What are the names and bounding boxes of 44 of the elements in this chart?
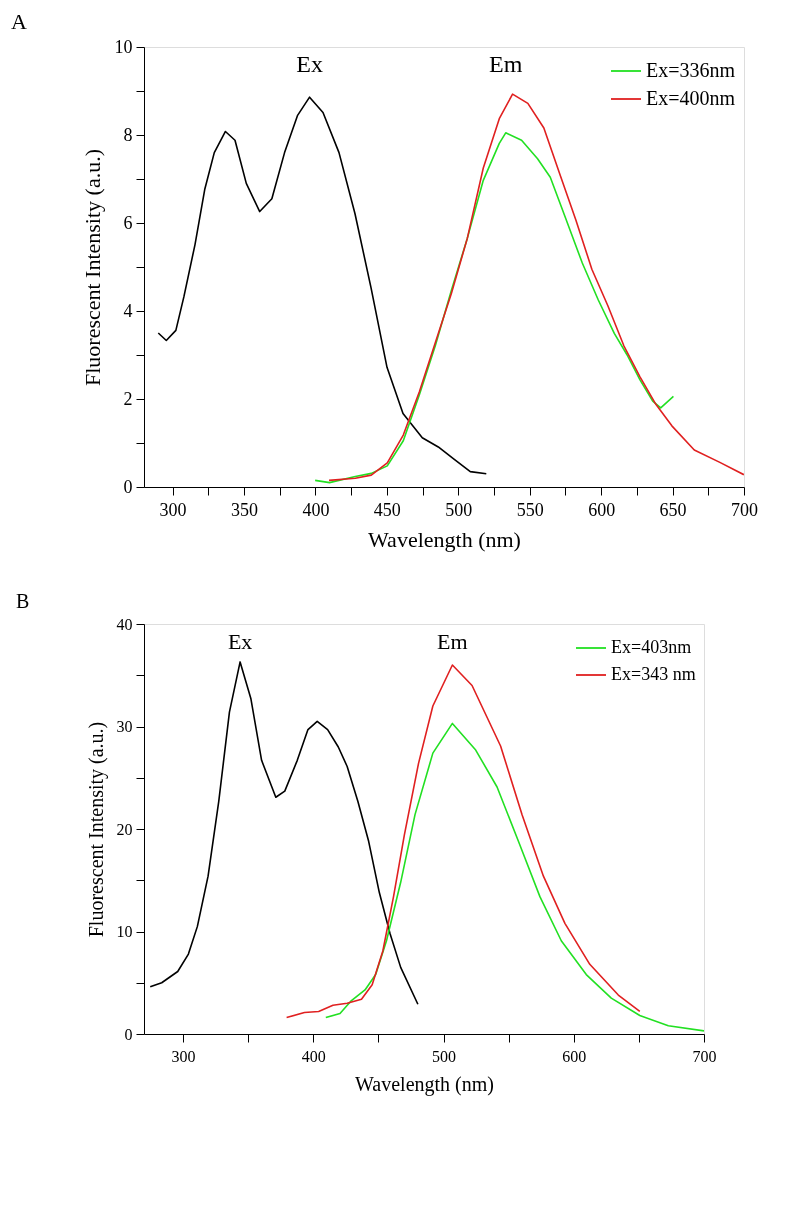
line-series [157,96,488,475]
y-tick-label: 8 [123,124,133,145]
y-axis-title: Fluorescent Intensity (a.u.) [79,148,105,387]
x-axis-title: Wavelength (nm) [368,526,521,552]
y-tick-label: 4 [123,300,133,321]
y-tick-label: 0 [123,476,133,497]
x-tick-label: 500 [445,499,473,520]
y-tick-label: 10 [114,36,133,57]
x-tick-label: 700 [731,499,758,520]
y-tick-label: 6 [123,212,133,233]
chart-title: A [11,9,27,34]
x-tick-label: 550 [516,499,544,520]
legend-label: Ex=343 nm [611,664,696,684]
legend-label: Ex=336nm [646,59,736,81]
y-tick-label: 10 [116,923,133,940]
legend-label: Ex=400nm [646,87,736,109]
x-tick-label: 700 [692,1047,717,1065]
x-tick-label: 600 [588,499,616,520]
annotation: Ex [227,629,253,654]
x-tick-label: 600 [562,1047,587,1065]
line-series [325,722,704,1032]
x-axis-title: Wavelength (nm) [355,1072,494,1096]
y-tick-label: 30 [116,718,133,735]
line-series [314,132,675,484]
y-axis-title: Fluorescent Intensity (a.u.) [84,721,108,938]
x-tick-label: 300 [159,499,187,520]
annotation: Em [489,51,523,77]
x-tick-label: 500 [432,1047,457,1065]
line-series [149,661,419,1006]
y-tick-label: 2 [123,388,133,409]
legend-label: Ex=403nm [611,637,692,657]
x-tick-label: 450 [373,499,401,520]
x-tick-label: 650 [659,499,687,520]
line-series [328,93,744,482]
annotation: Ex [296,51,323,77]
x-tick-label: 400 [302,499,330,520]
y-tick-label: 20 [116,820,133,838]
chart-title: B [16,590,30,612]
x-tick-label: 300 [171,1047,196,1065]
y-tick-label: 0 [124,1025,133,1043]
x-tick-label: 350 [231,499,258,520]
y-tick-label: 40 [116,615,133,633]
annotation: Em [437,629,468,654]
x-tick-label: 400 [301,1047,326,1065]
